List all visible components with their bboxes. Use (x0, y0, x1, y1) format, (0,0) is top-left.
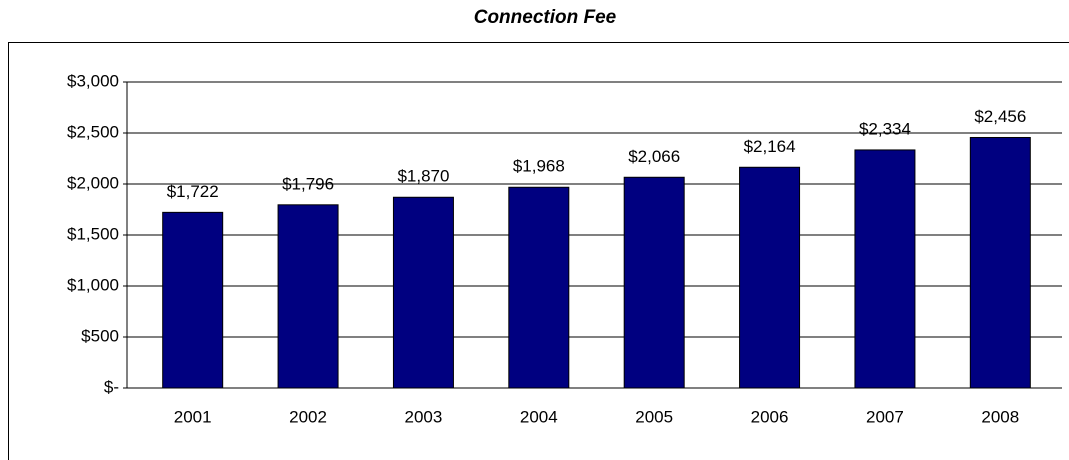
x-tick-label: 2008 (981, 407, 1019, 426)
value-label: $2,066 (628, 147, 680, 166)
bar (739, 166, 801, 389)
value-label: $2,164 (744, 137, 796, 156)
bar (969, 136, 1031, 389)
x-tick-label: 2005 (635, 407, 673, 426)
x-tick-label: 2006 (751, 407, 789, 426)
x-tick-label: 2003 (405, 407, 443, 426)
chart-border (8, 42, 1069, 460)
bar (623, 176, 685, 389)
bar (392, 196, 454, 389)
y-tick-label: $1,500 (67, 224, 119, 243)
y-tick-label: $- (104, 377, 119, 396)
chart-title: Connection Fee (474, 7, 617, 28)
value-label: $1,968 (513, 157, 565, 176)
value-label: $2,456 (974, 107, 1026, 126)
x-tick-label: 2007 (866, 407, 904, 426)
y-tick-label: $500 (81, 326, 119, 345)
bar (277, 204, 339, 389)
x-tick-label: 2004 (520, 407, 558, 426)
x-tick-label: 2002 (289, 407, 327, 426)
y-tick-label: $1,000 (67, 275, 119, 294)
value-label: $1,870 (397, 167, 449, 186)
value-label: $2,334 (859, 119, 911, 138)
bar (508, 186, 570, 389)
y-tick-label: $2,000 (67, 173, 119, 192)
value-label: $1,796 (282, 174, 334, 193)
y-tick-label: $3,000 (67, 71, 119, 90)
y-tick-label: $2,500 (67, 122, 119, 141)
bar (854, 149, 916, 389)
x-tick-label: 2001 (174, 407, 212, 426)
value-label: $1,722 (167, 182, 219, 201)
bar (162, 211, 224, 389)
